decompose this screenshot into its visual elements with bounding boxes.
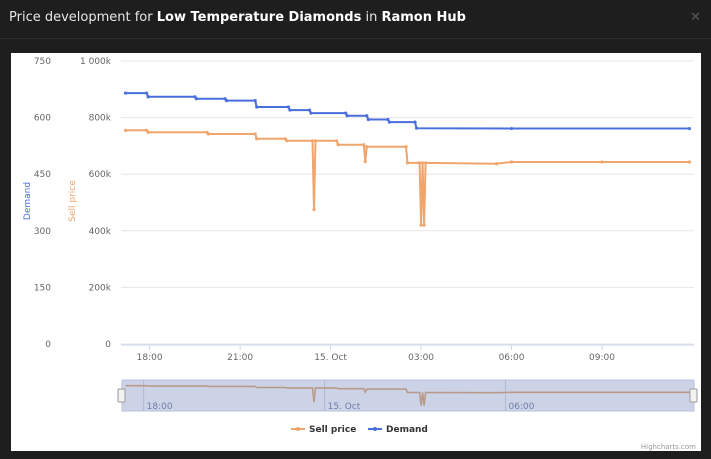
close-icon[interactable]: ✕	[690, 10, 701, 25]
x-tick-label: 09:00	[589, 353, 615, 363]
sell-price-tick-label: 800k	[89, 114, 112, 124]
chart-panel: 18:00 21:00 15. Oct 03:00 06:00 09:00 0 150 300 4…	[11, 53, 701, 451]
demand-series-line	[125, 92, 690, 130]
sell-price-point	[419, 223, 423, 227]
title-prefix: Price development for	[9, 10, 157, 25]
demand-tick-label: 450	[34, 170, 51, 180]
demand-point	[255, 105, 259, 109]
sell-price-point	[509, 160, 514, 164]
demand-legend-item: Demand	[386, 425, 428, 435]
sell-price-point	[405, 161, 410, 165]
sell-price-point	[206, 132, 211, 136]
price-chart: 18:00 21:00 15. Oct 03:00 06:00 09:00 0 150 300 4…	[23, 57, 698, 451]
sell-price-point	[600, 160, 604, 164]
navigator-mask[interactable]	[121, 379, 695, 412]
navigator-series-line	[125, 384, 690, 406]
navigator-tick-label: 15. Oct	[328, 402, 361, 412]
sell-price-tick-label: 600k	[89, 170, 112, 180]
sell-price-point	[404, 145, 408, 149]
demand-tick-label: 600	[34, 114, 51, 124]
sell-price-tick-label: 1 000k	[80, 57, 112, 67]
demand-point	[146, 95, 150, 99]
sell-price-tick-label: 0	[105, 340, 111, 350]
sell-price-series-line	[125, 129, 690, 227]
dialog-title: Price development for Low Temperature Di…	[9, 10, 466, 25]
navigator-left-handle[interactable]	[117, 388, 126, 403]
demand-point	[145, 91, 149, 95]
demand-point	[345, 114, 349, 118]
demand-tick-label: 150	[34, 283, 51, 293]
demand-point	[307, 108, 312, 112]
demand-point	[309, 111, 313, 115]
sell-price-point	[253, 132, 257, 136]
x-tick-label: 03:00	[408, 353, 434, 363]
sell-price-point	[285, 139, 289, 143]
title-mid: in	[361, 10, 382, 25]
x-tick-label: 18:00	[137, 353, 163, 363]
highcharts-credits: Highcharts.com	[641, 443, 696, 451]
dialog-header: Price development for Low Temperature Di…	[0, 0, 711, 39]
demand-point	[509, 126, 514, 131]
sell-price-point	[255, 137, 259, 141]
navigator-tick-label: 06:00	[509, 402, 535, 412]
sell-price-point	[423, 161, 428, 165]
navigator-tick-label: 18:00	[147, 402, 173, 412]
demand-point	[687, 126, 692, 131]
sell-price-point	[687, 160, 692, 164]
sell-price-tick-label: 200k	[89, 283, 112, 293]
demand-point	[413, 120, 417, 124]
sell-price-point	[336, 143, 340, 147]
demand-point	[288, 108, 292, 112]
sell-price-point	[123, 128, 128, 132]
station-name: Ramon Hub	[381, 10, 466, 25]
demand-point	[366, 117, 370, 122]
demand-point	[414, 126, 419, 130]
sell-price-point	[422, 223, 426, 227]
demand-legend-marker[interactable]	[373, 427, 377, 431]
demand-tick-label: 750	[34, 57, 51, 67]
demand-point	[387, 120, 392, 124]
sell-price-point	[365, 145, 369, 149]
x-tick-label: 15. Oct	[314, 353, 347, 363]
sell-price-point	[310, 139, 315, 143]
commodity-name: Low Temperature Diamonds	[156, 10, 362, 25]
x-tick-label: 21:00	[227, 353, 253, 363]
demand-tick-label: 0	[45, 340, 51, 350]
sell-price-tick-label: 400k	[89, 227, 112, 237]
sell-price-point	[312, 207, 316, 212]
sell-price-point	[362, 143, 366, 147]
sell-price-point	[494, 162, 499, 166]
demand-point	[344, 111, 348, 115]
demand-point	[194, 97, 198, 101]
sell-price-legend-marker[interactable]	[296, 427, 300, 431]
sell-price-point	[363, 159, 367, 164]
sell-price-legend-item: Sell price	[309, 425, 356, 435]
demand-point	[386, 117, 390, 122]
sell-price-point	[420, 161, 425, 165]
demand-axis-title: Demand	[23, 182, 33, 220]
sell-price-point	[146, 130, 150, 134]
sell-price-point	[417, 161, 422, 165]
navigator-right-handle[interactable]	[689, 388, 698, 403]
sell-price-axis-title: Sell price	[68, 180, 78, 222]
demand-tick-label: 300	[34, 227, 51, 237]
sell-price-point	[335, 139, 339, 143]
demand-point	[365, 114, 369, 118]
demand-point	[253, 99, 257, 103]
demand-point	[224, 99, 229, 103]
demand-point	[286, 105, 290, 109]
sell-price-point	[313, 139, 318, 143]
demand-point	[123, 91, 128, 95]
x-tick-label: 06:00	[499, 353, 525, 363]
